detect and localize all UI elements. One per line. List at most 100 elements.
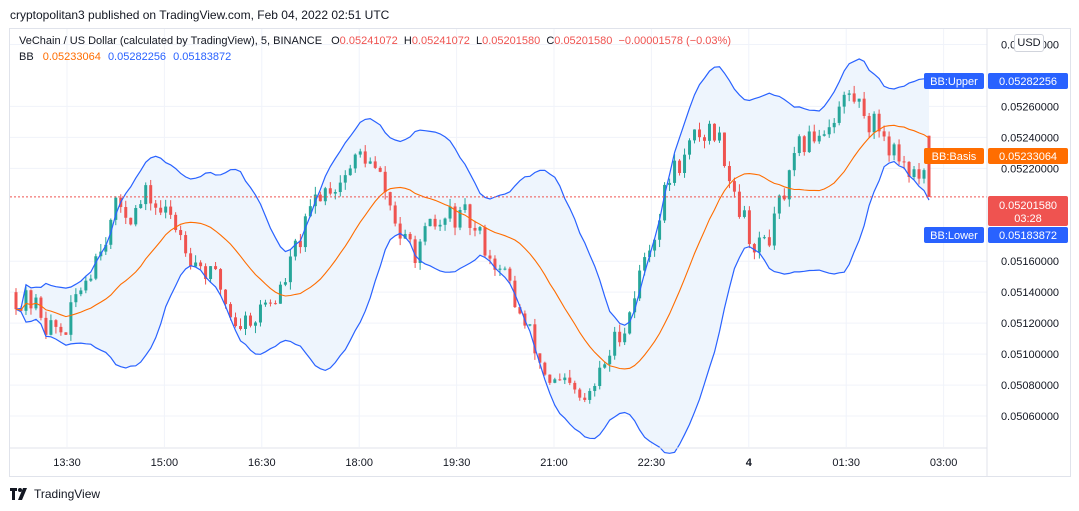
candle-body — [358, 151, 362, 155]
bb-lower-value: 0.05183872 — [173, 51, 232, 63]
candle-body — [847, 93, 851, 95]
bb-lower-line — [15, 160, 930, 454]
candle-body — [74, 294, 78, 303]
candle-body — [114, 197, 118, 220]
candle-body — [393, 205, 397, 224]
last-price-tag-bg — [988, 196, 1068, 226]
candle-body — [154, 203, 158, 208]
candle-body — [144, 185, 148, 205]
candle-body — [283, 282, 287, 285]
candle-body — [812, 131, 816, 142]
series-value-tag-bg — [988, 148, 1068, 164]
candle-body — [742, 210, 746, 217]
candle-body — [693, 129, 697, 141]
candle-body — [698, 129, 701, 138]
candle-body — [468, 204, 472, 228]
candle-body — [927, 135, 931, 197]
candle-body — [69, 302, 73, 335]
candle-body — [408, 233, 412, 240]
candle-body — [413, 239, 417, 264]
candle-body — [737, 191, 741, 217]
open-value: 0.05241072 — [339, 35, 398, 47]
candle-body — [578, 389, 582, 398]
candle-body — [129, 217, 133, 225]
series-value-tag-bg — [988, 227, 1068, 243]
time-tick-label: 21:00 — [540, 457, 568, 469]
candle-body — [817, 135, 821, 142]
candle-body — [388, 192, 392, 206]
price-tick-label: 0.05120000 — [1001, 318, 1059, 330]
time-tick-label: 13:30 — [53, 457, 81, 469]
candle-body — [678, 160, 682, 174]
candle-body — [333, 192, 337, 194]
candle-body — [628, 312, 632, 334]
low-value: 0.05201580 — [482, 35, 541, 47]
candle-body — [248, 315, 252, 326]
series-name-tag-bg — [924, 73, 984, 89]
candle-body — [453, 206, 457, 228]
candle-body — [29, 290, 33, 309]
indicator-legend[interactable]: BB 0.05233064 0.05282256 0.05183872 — [19, 51, 231, 63]
candle-body — [318, 194, 322, 202]
candle-body — [807, 131, 811, 153]
candle-body — [717, 132, 721, 141]
currency-button[interactable]: USD — [1014, 34, 1044, 52]
candle-body — [608, 355, 612, 365]
candle-body — [79, 290, 83, 295]
candle-body — [892, 144, 896, 156]
candle-body — [583, 397, 587, 400]
candle-body — [293, 240, 297, 257]
tradingview-brand: TradingView — [34, 487, 101, 501]
candle-body — [488, 255, 492, 259]
time-axis: 13:30 15:00 16:30 18:00 19:30 21:00 22:30 4 01:3… — [53, 457, 957, 469]
candle-body — [538, 353, 542, 363]
price-axis: 0.053000000.052600000.052400000.05220000… — [1001, 39, 1059, 423]
candle-body — [258, 304, 262, 323]
time-tick-label: 4 — [746, 457, 753, 469]
candle-body — [757, 237, 761, 253]
candle-body — [253, 322, 257, 326]
candle-body — [882, 131, 886, 137]
candle-body — [638, 270, 642, 299]
candle-body — [184, 235, 188, 254]
candle-body — [528, 324, 532, 326]
candle-body — [353, 154, 357, 169]
candle-body — [14, 292, 18, 310]
candle-body — [668, 182, 672, 185]
candle-body — [423, 226, 427, 242]
candle-body — [403, 233, 407, 239]
footer: TradingView — [10, 486, 100, 502]
candle-body — [448, 206, 452, 219]
time-tick-label: 03:00 — [930, 457, 958, 469]
candle-body — [543, 362, 547, 375]
candle-body — [44, 317, 48, 335]
candle-body — [483, 227, 487, 256]
candle-body — [663, 184, 667, 221]
candle-body — [209, 266, 213, 280]
series-value-tag-bg — [988, 73, 1068, 89]
candle-body — [174, 214, 178, 231]
candle-body — [508, 268, 512, 281]
close-value: 0.05201580 — [554, 35, 613, 47]
chart-frame[interactable] — [9, 28, 1071, 477]
time-tick-label: 15:00 — [151, 457, 179, 469]
candle-body — [244, 315, 247, 329]
candle-body — [473, 227, 477, 231]
price-tick-label: 0.05220000 — [1001, 163, 1059, 175]
candle-body — [747, 210, 751, 245]
candle-body — [792, 153, 796, 171]
candle-body — [204, 266, 208, 280]
candle-body — [288, 256, 292, 283]
bollinger-band-fill — [16, 58, 929, 454]
candle-body — [398, 223, 402, 239]
series-name-tag-bg — [924, 148, 984, 164]
time-tick-label: 18:00 — [345, 457, 373, 469]
candle-body — [84, 280, 88, 291]
candle-body — [219, 269, 223, 290]
high-label: H — [403, 35, 412, 47]
candle-body — [438, 224, 442, 227]
candle-body — [348, 168, 352, 176]
candle-body — [59, 326, 63, 333]
candle-body — [338, 182, 342, 193]
